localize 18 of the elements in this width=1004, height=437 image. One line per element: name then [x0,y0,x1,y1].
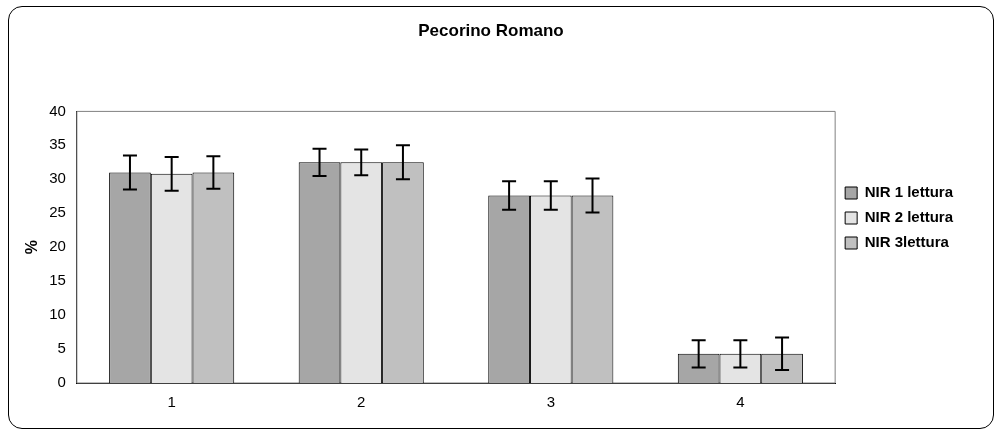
y-tick-label: 30 [49,169,66,187]
y-tick-label: 40 [49,101,66,119]
y-tick-label: 0 [57,373,66,391]
x-tick-label: 2 [357,393,366,411]
legend-label: NIR 3lettura [864,233,950,251]
x-tick-label: 3 [546,393,555,411]
chart-title: Pecorino Romano [418,20,564,40]
y-axis-title: % [23,240,41,255]
x-tick-label: 1 [167,393,176,411]
y-tick-label: 15 [49,271,66,289]
y-tick-label: 25 [49,203,66,221]
y-tick-label: 5 [57,339,66,357]
y-tick-label: 35 [49,135,66,153]
y-tick-label: 10 [49,305,66,323]
x-tick-label: 4 [736,393,745,411]
y-tick-label: 20 [49,237,66,255]
legend-label: NIR 1 lettura [864,183,954,201]
legend-label: NIR 2 lettura [864,208,954,226]
